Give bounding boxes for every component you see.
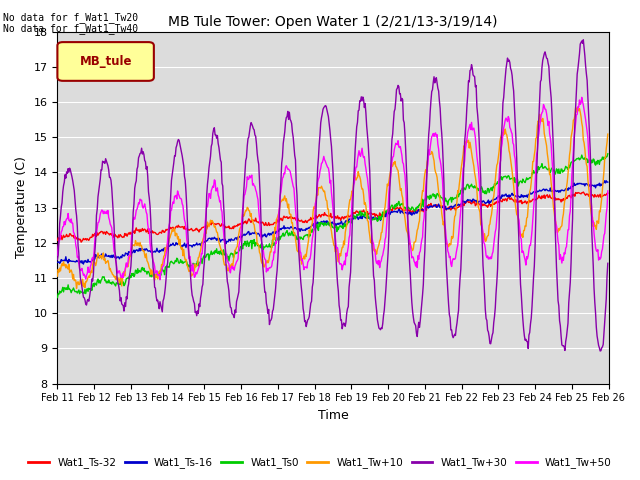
Legend: Wat1_Ts-32, Wat1_Ts-16, Wat1_Ts0, Wat1_Tw+10, Wat1_Tw+30, Wat1_Tw+50: Wat1_Ts-32, Wat1_Ts-16, Wat1_Ts0, Wat1_T… bbox=[24, 453, 616, 472]
Y-axis label: Temperature (C): Temperature (C) bbox=[15, 156, 28, 258]
Text: No data for f_Wat1_Tw40: No data for f_Wat1_Tw40 bbox=[3, 23, 138, 34]
Text: No data for f_Wat1_Tw20: No data for f_Wat1_Tw20 bbox=[3, 12, 138, 23]
Text: MB_tule: MB_tule bbox=[79, 55, 132, 68]
X-axis label: Time: Time bbox=[317, 409, 348, 422]
Title: MB Tule Tower: Open Water 1 (2/21/13-3/19/14): MB Tule Tower: Open Water 1 (2/21/13-3/1… bbox=[168, 15, 498, 29]
FancyBboxPatch shape bbox=[58, 42, 154, 81]
